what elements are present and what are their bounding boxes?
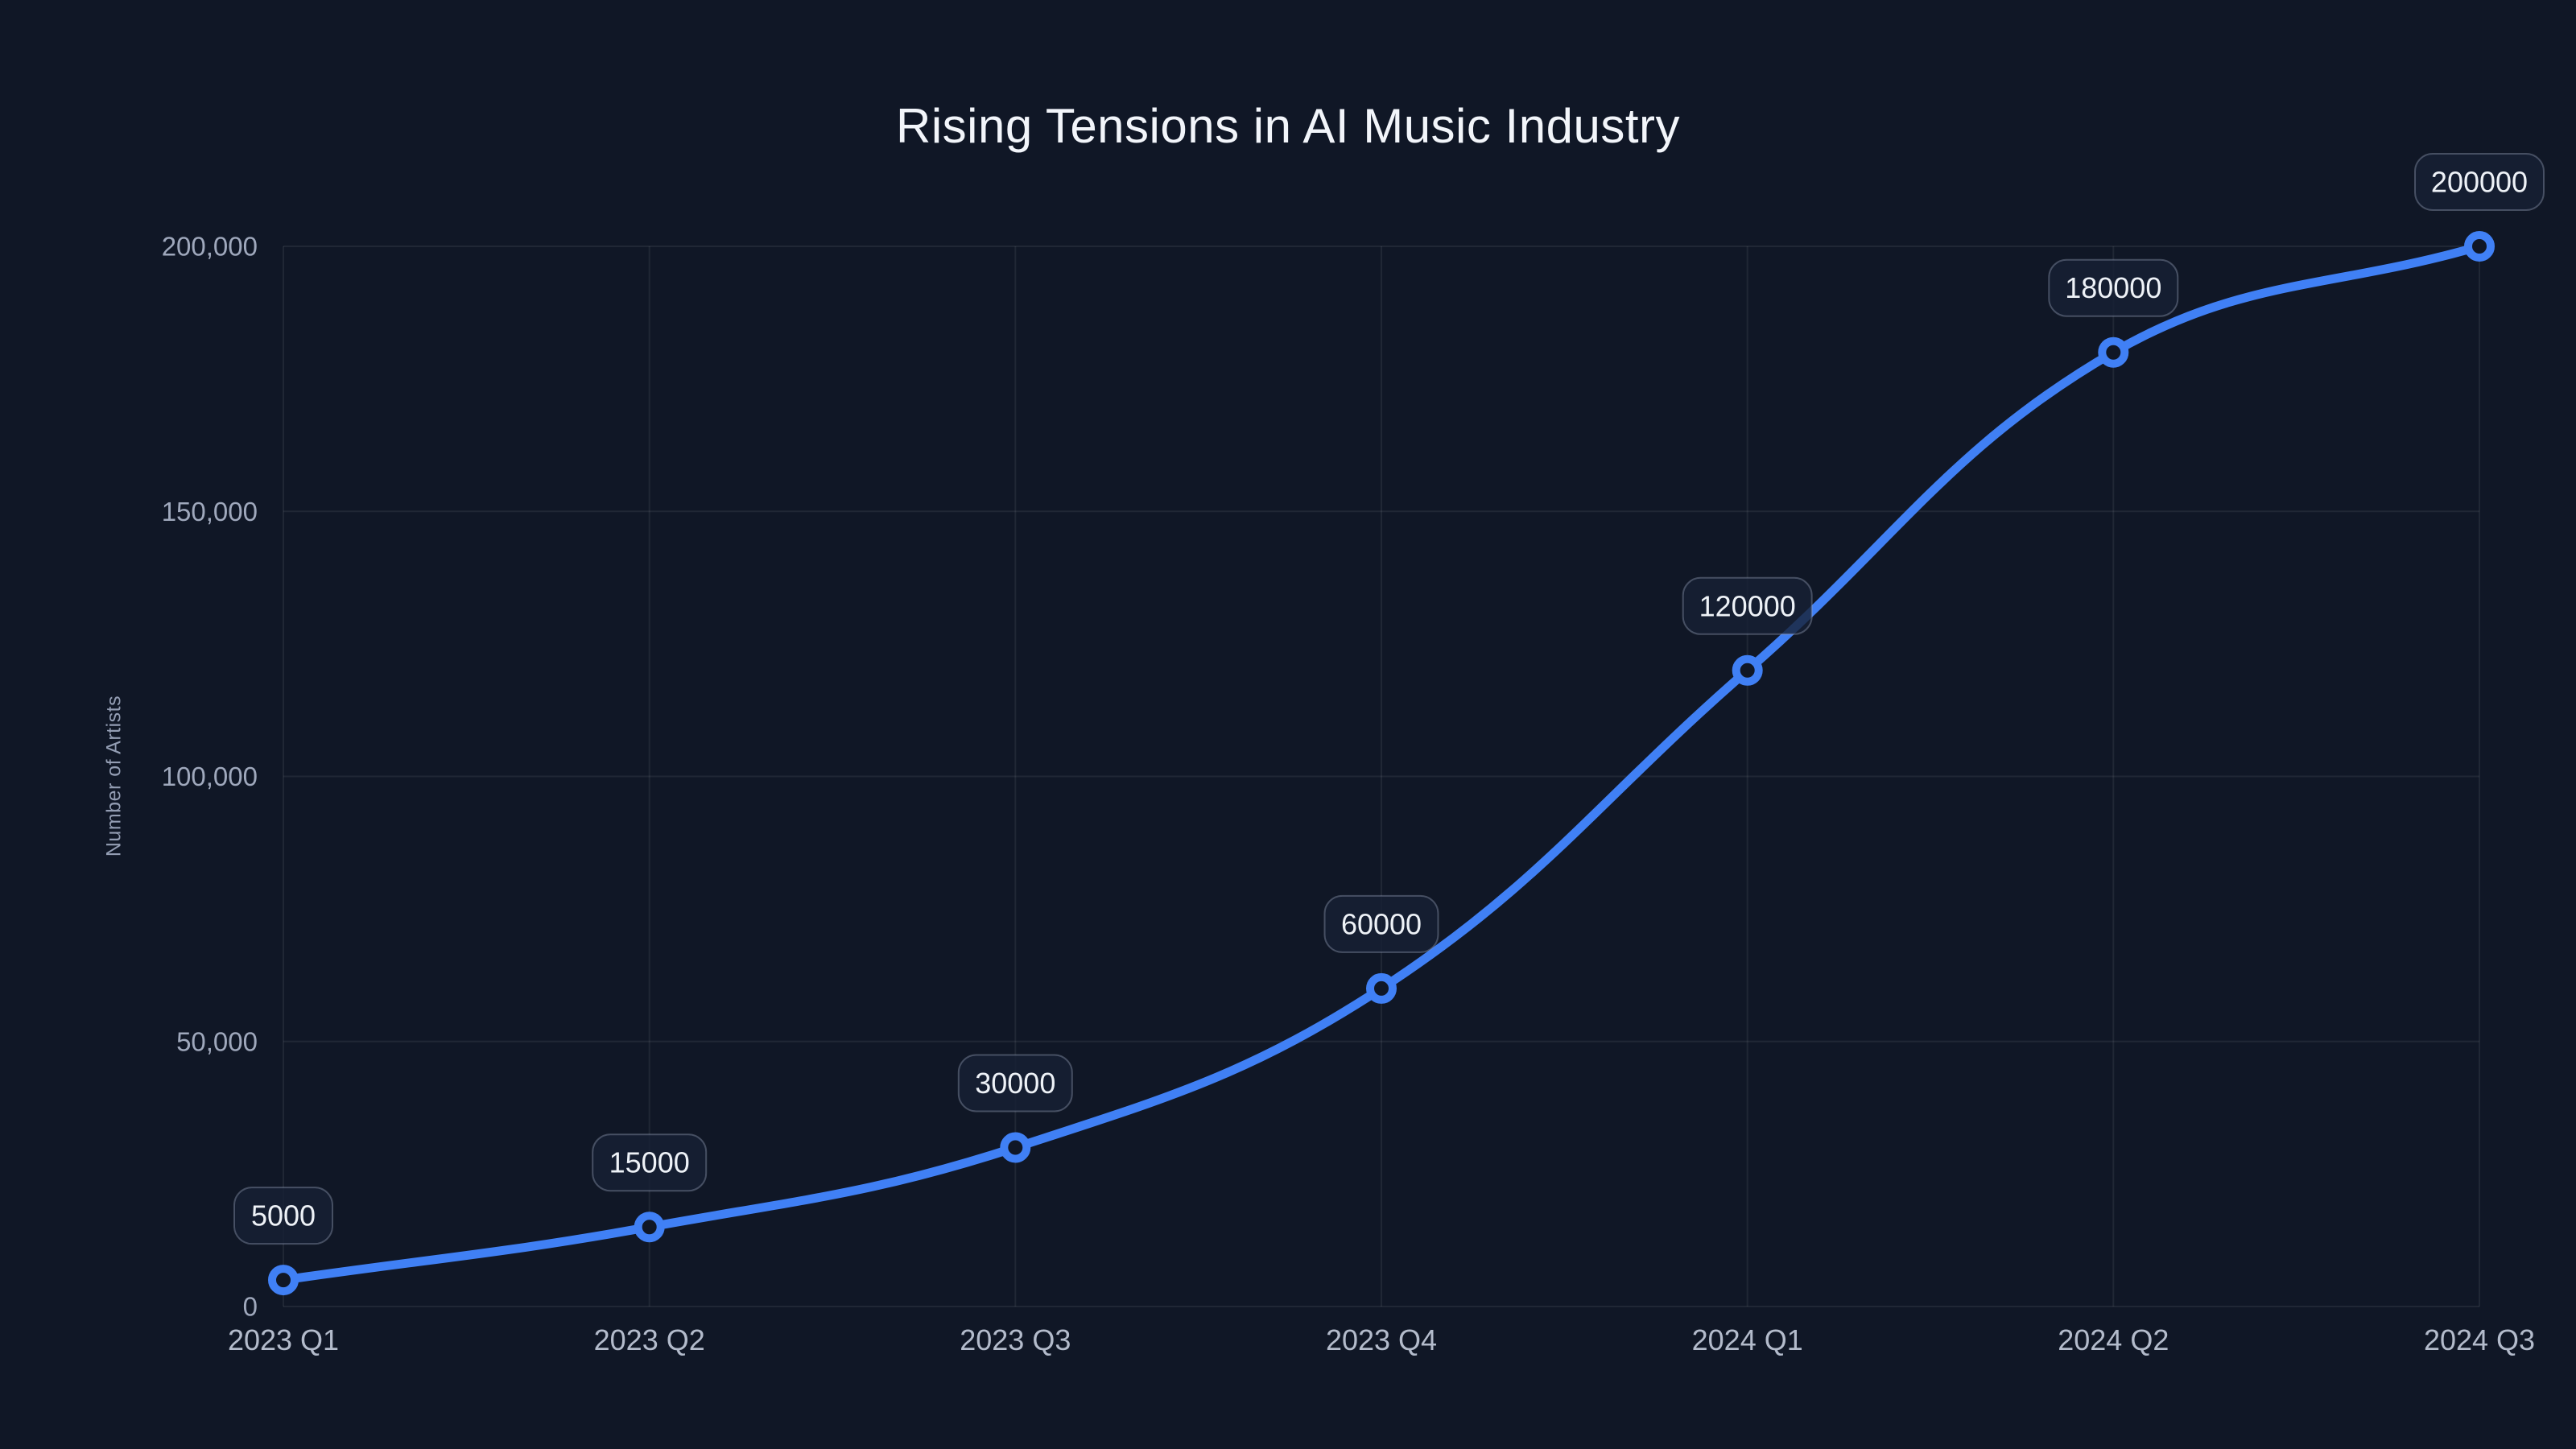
point-label-box: [2414, 153, 2545, 211]
data-point-marker[interactable]: [1000, 1132, 1031, 1163]
point-label: 5000: [251, 1199, 316, 1232]
point-label: 120000: [1699, 589, 1796, 622]
point-label: 200000: [2431, 166, 2528, 199]
x-tick-label: 2023 Q3: [960, 1323, 1071, 1356]
data-point-marker[interactable]: [268, 1265, 299, 1296]
point-label-box: [1682, 576, 1813, 635]
x-tick-label: 2023 Q2: [594, 1323, 705, 1356]
point-label: 60000: [1341, 907, 1422, 940]
data-point-marker[interactable]: [2464, 231, 2495, 262]
point-label: 180000: [2065, 271, 2161, 304]
data-point-marker[interactable]: [1366, 972, 1397, 1004]
y-tick-label: 150,000: [162, 497, 258, 526]
data-point-marker[interactable]: [1732, 654, 1763, 686]
y-tick-label: 0: [243, 1292, 258, 1322]
data-point-marker[interactable]: [634, 1212, 665, 1243]
data-point-marker[interactable]: [2098, 336, 2129, 368]
point-label-box: [1323, 894, 1439, 953]
x-tick-label: 2024 Q2: [2058, 1323, 2169, 1356]
x-tick-label: 2023 Q4: [1326, 1323, 1437, 1356]
point-label-box: [957, 1054, 1073, 1113]
point-label: 30000: [975, 1067, 1055, 1100]
y-tick-label: 200,000: [162, 232, 258, 262]
y-tick-label: 100,000: [162, 762, 258, 791]
point-label-box: [233, 1187, 333, 1245]
y-axis-title: Number of Artists: [102, 695, 126, 857]
point-label-box: [592, 1133, 708, 1192]
x-tick-label: 2024 Q1: [1692, 1323, 1803, 1356]
x-tick-label: 2024 Q3: [2424, 1323, 2535, 1356]
point-label: 15000: [609, 1146, 690, 1179]
x-tick-label: 2023 Q1: [228, 1323, 339, 1356]
point-label-box: [2048, 258, 2179, 317]
chart-title: Rising Tensions in AI Music Industry: [896, 99, 1680, 153]
y-tick-label: 50,000: [176, 1026, 258, 1056]
